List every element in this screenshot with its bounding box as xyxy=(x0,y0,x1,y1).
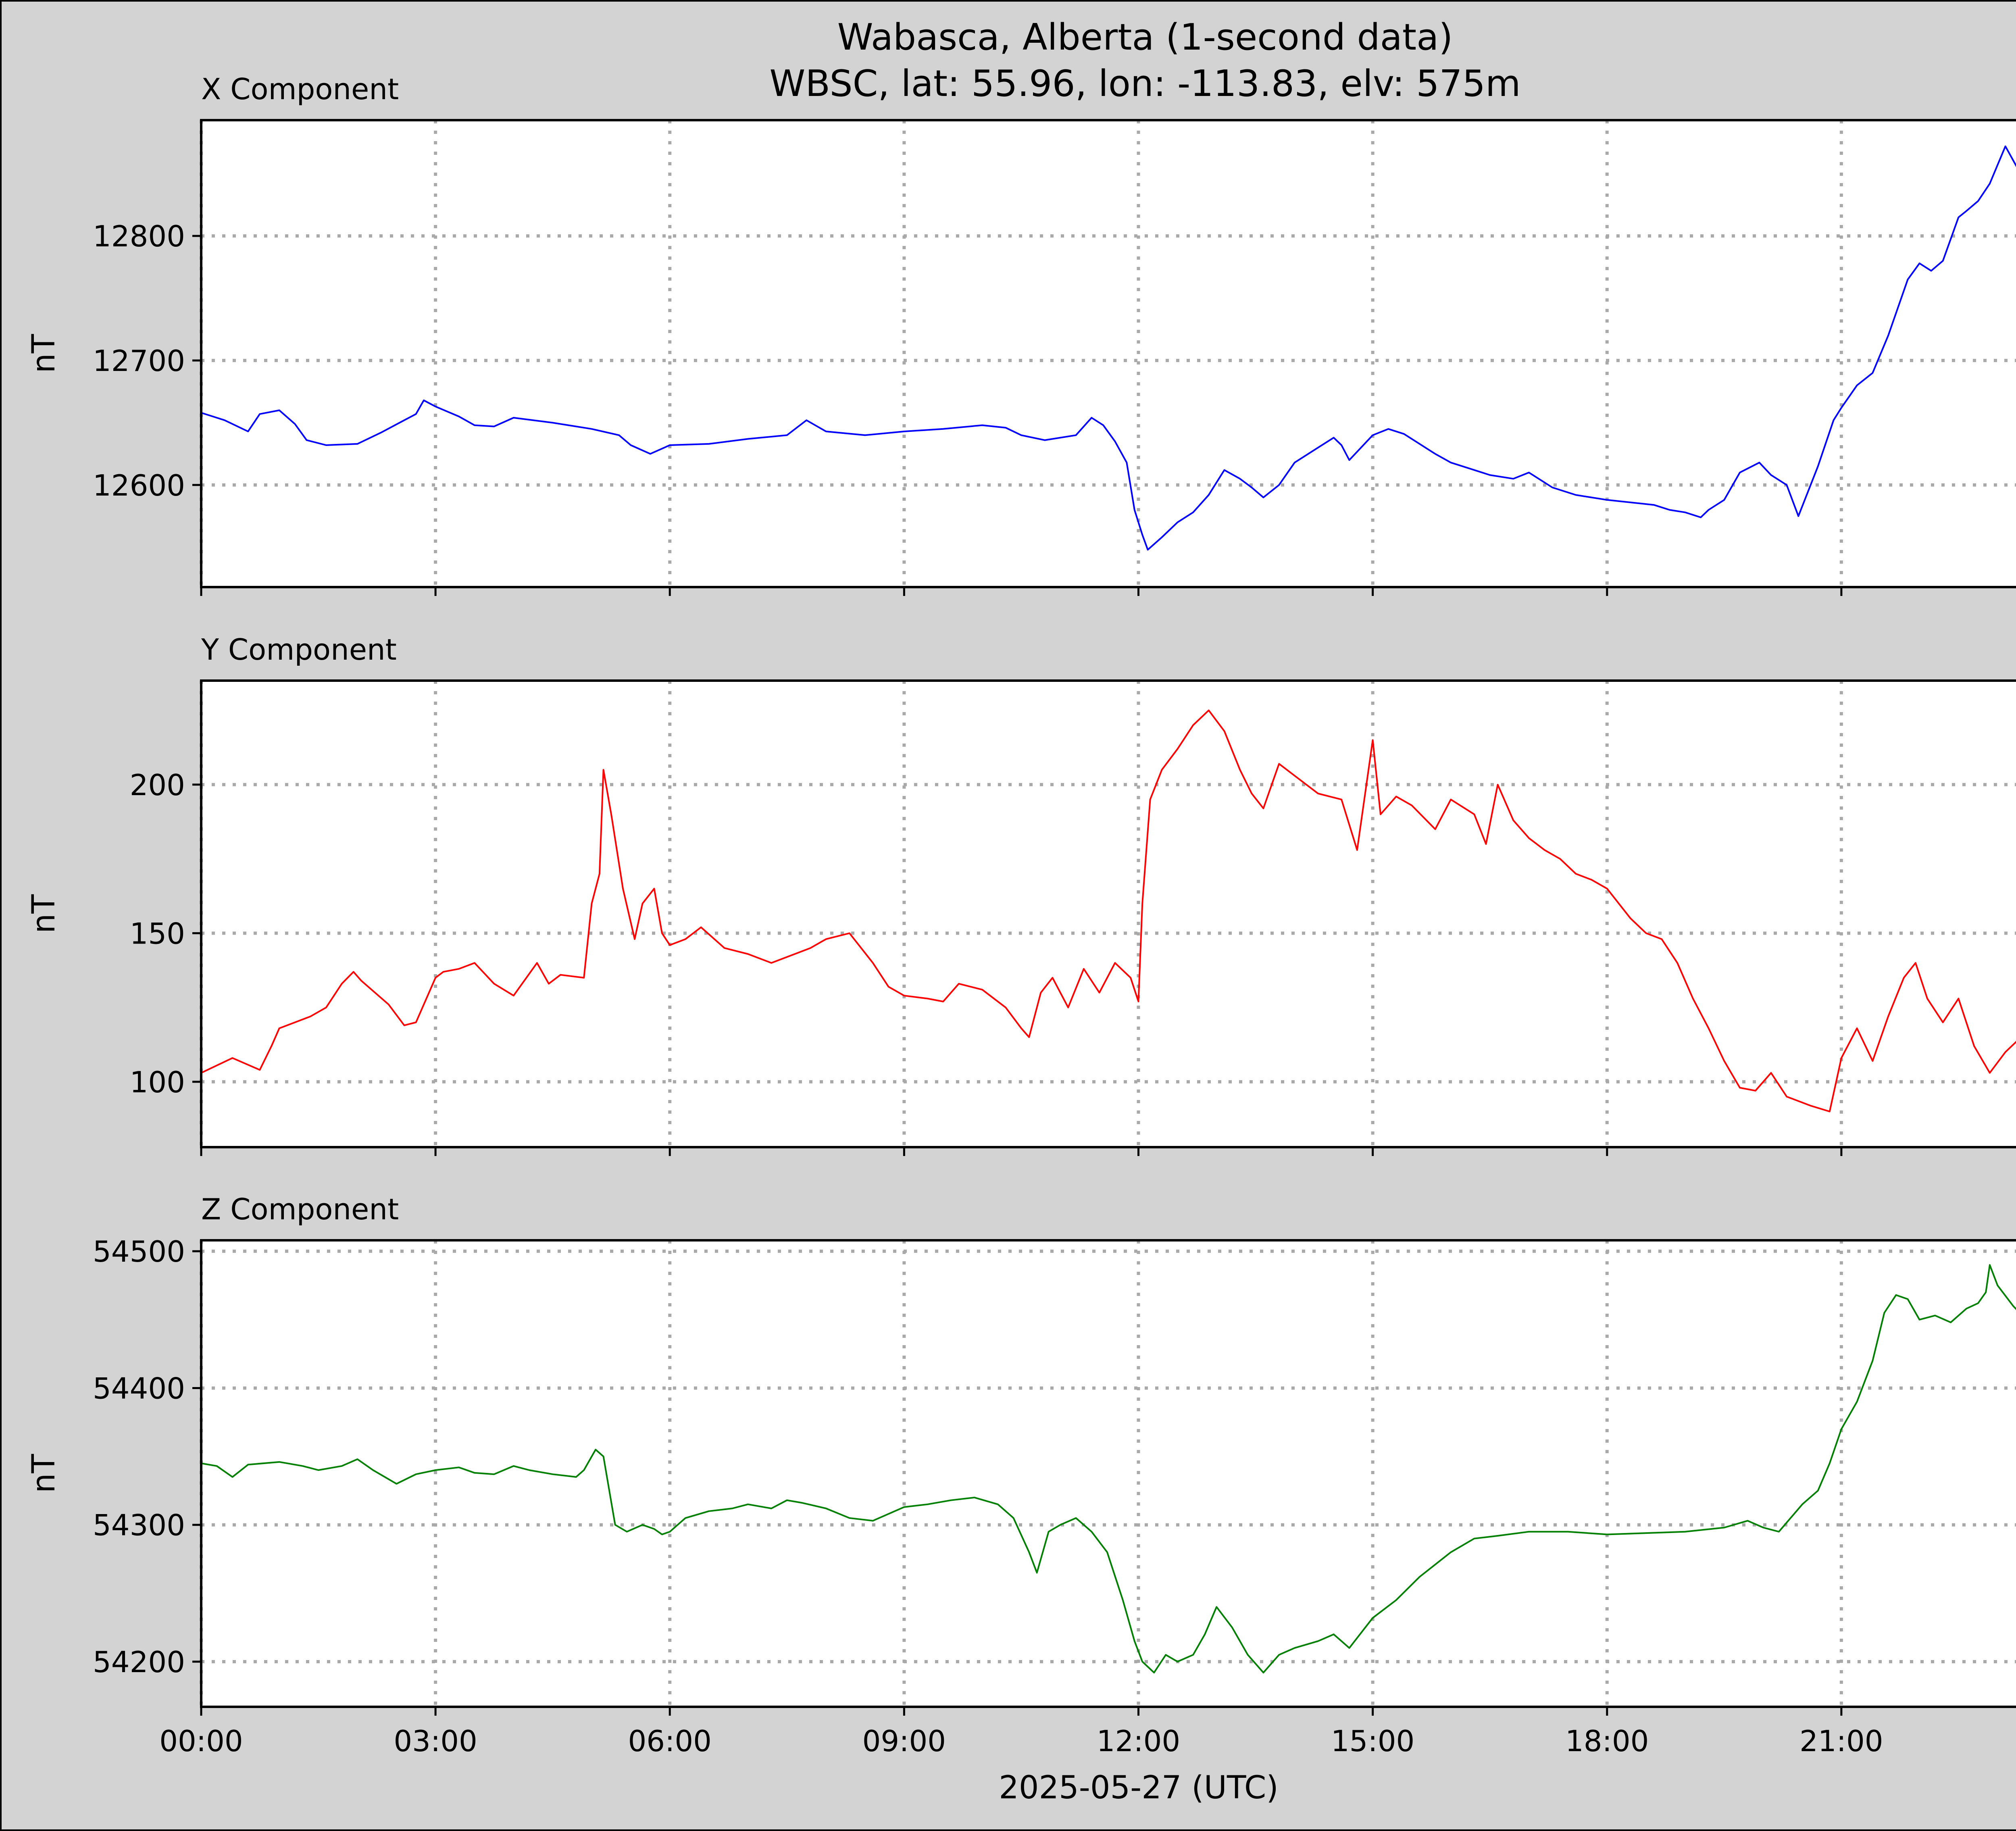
y-tick-label: 12600 xyxy=(93,469,185,502)
y-tick-label: 54500 xyxy=(93,1235,185,1269)
y-tick-label: 200 xyxy=(130,768,185,802)
x-tick-label: 21:00 xyxy=(1799,1724,1883,1758)
x-axis-label: 2025-05-27 (UTC) xyxy=(999,1770,1279,1806)
panel-2: 100 150 200 Y Component nT xyxy=(26,633,2016,1156)
chart-subtitle: WBSC, lat: 55.96, lon: -113.83, elv: 575… xyxy=(769,62,1520,105)
panel-title: X Component xyxy=(201,72,399,106)
panel-title: Y Component xyxy=(201,633,397,667)
panels: 12600 12700 12800 X Component nT 100 150 200 Y C… xyxy=(26,72,2016,1716)
plot-border xyxy=(200,1239,2016,1708)
series-line xyxy=(201,145,2016,551)
y-tick-label: 100 xyxy=(130,1065,185,1099)
x-tick-label: 03:00 xyxy=(394,1724,477,1758)
plot-area xyxy=(200,679,2016,1148)
panel-title: Z Component xyxy=(201,1192,399,1226)
series-line xyxy=(201,1264,2016,1674)
y-axis-label: nT xyxy=(26,894,62,933)
panel-3: 54200 54300 54400 54500 Z Component nT xyxy=(26,1192,2016,1716)
x-tick-label: 18:00 xyxy=(1565,1724,1649,1758)
plot-area xyxy=(200,119,2016,588)
x-tick-label: 06:00 xyxy=(628,1724,712,1758)
series-line xyxy=(201,709,2016,1112)
plot-border xyxy=(200,679,2016,1148)
y-axis-label: nT xyxy=(26,1454,62,1493)
plot-border xyxy=(200,119,2016,588)
y-tick-label: 12800 xyxy=(93,219,185,253)
plot-area xyxy=(200,1239,2016,1708)
x-tick-label: 09:00 xyxy=(862,1724,946,1758)
chart-title: Wabasca, Alberta (1-second data) xyxy=(837,16,1453,58)
panel-1: 12600 12700 12800 X Component nT xyxy=(26,72,2016,596)
y-tick-label: 54300 xyxy=(93,1508,185,1542)
x-tick-label: 00:00 xyxy=(159,1724,243,1758)
x-tick-label: 15:00 xyxy=(1331,1724,1415,1758)
y-tick-label: 150 xyxy=(130,917,185,950)
y-tick-label: 54200 xyxy=(93,1645,185,1679)
y-axis-label: nT xyxy=(26,334,62,373)
x-tick-label: 12:00 xyxy=(1097,1724,1181,1758)
y-tick-label: 54400 xyxy=(93,1371,185,1405)
x-axis: 00:00 03:00 06:00 09:00 12:00 15:00 18:00 21:00 xyxy=(159,1724,1883,1758)
y-tick-label: 12700 xyxy=(93,344,185,378)
